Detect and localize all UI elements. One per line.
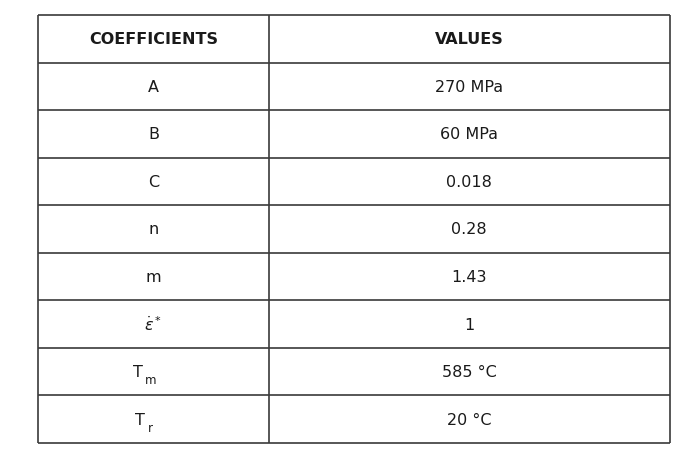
Text: 270 MPa: 270 MPa — [435, 80, 503, 95]
Text: r: r — [148, 421, 153, 434]
Text: T: T — [135, 412, 144, 427]
Text: VALUES: VALUES — [435, 32, 504, 47]
Text: 0.018: 0.018 — [446, 174, 492, 190]
Text: 1.43: 1.43 — [451, 269, 487, 285]
Text: $\dot{\varepsilon}^*$: $\dot{\varepsilon}^*$ — [144, 315, 162, 334]
Text: n: n — [149, 222, 158, 237]
Text: m: m — [146, 269, 161, 285]
Text: 585 °C: 585 °C — [442, 364, 497, 379]
Text: A: A — [148, 80, 159, 95]
Text: C: C — [148, 174, 159, 190]
Text: 1: 1 — [464, 317, 474, 332]
Text: 0.28: 0.28 — [451, 222, 487, 237]
Text: B: B — [148, 127, 159, 142]
Text: 20 °C: 20 °C — [447, 412, 491, 427]
Text: T: T — [133, 364, 143, 379]
Text: COEFFICIENTS: COEFFICIENTS — [89, 32, 218, 47]
Text: 60 MPa: 60 MPa — [440, 127, 498, 142]
Text: m: m — [145, 374, 156, 386]
